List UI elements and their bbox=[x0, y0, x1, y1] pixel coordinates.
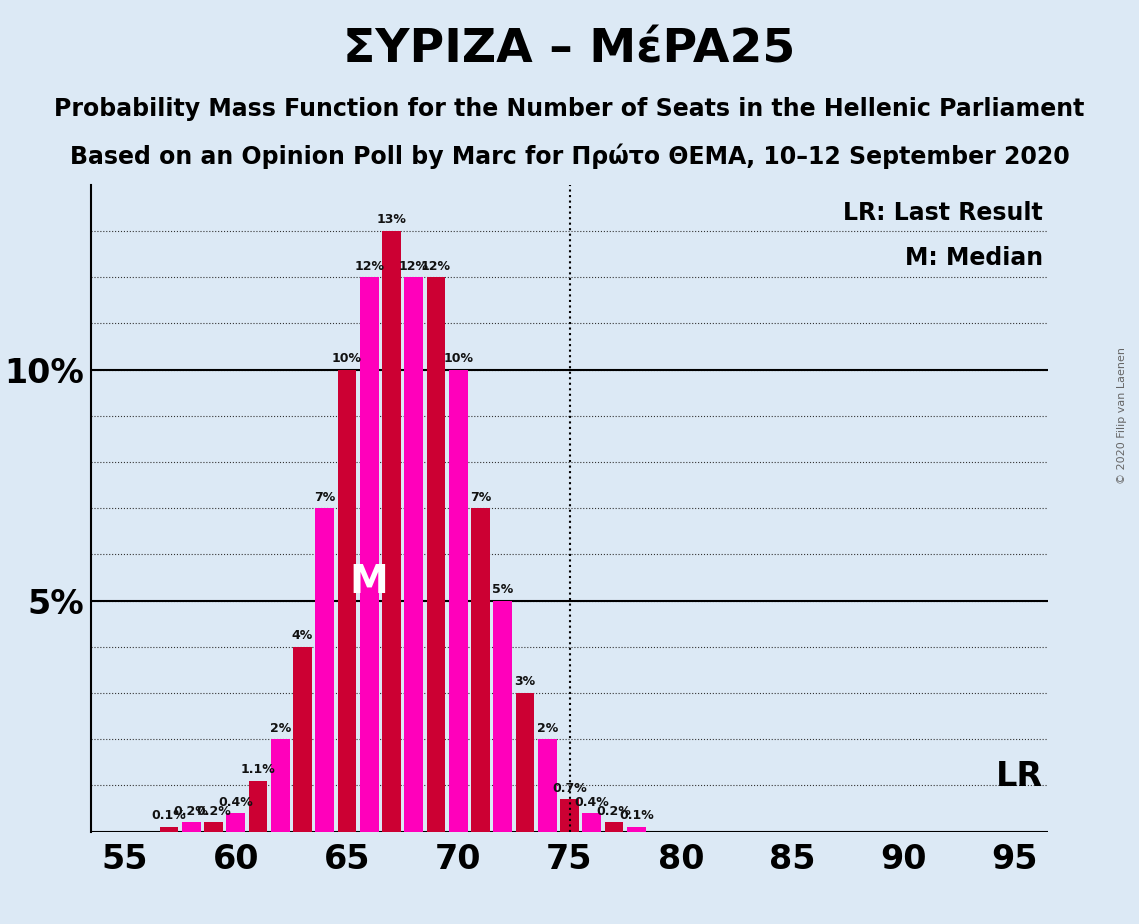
Text: M: Median: M: Median bbox=[906, 246, 1043, 270]
Text: 0.1%: 0.1% bbox=[151, 809, 187, 822]
Bar bbox=[426, 277, 445, 832]
Bar bbox=[472, 508, 490, 832]
Text: 0.2%: 0.2% bbox=[174, 805, 208, 818]
Text: © 2020 Filip van Laenen: © 2020 Filip van Laenen bbox=[1117, 347, 1126, 484]
Text: 12%: 12% bbox=[354, 260, 384, 273]
Text: 2%: 2% bbox=[536, 722, 558, 735]
Text: LR: LR bbox=[995, 760, 1043, 793]
Text: 0.1%: 0.1% bbox=[618, 809, 654, 822]
Bar bbox=[360, 277, 378, 832]
Text: 7%: 7% bbox=[314, 491, 335, 504]
Bar bbox=[605, 822, 623, 832]
Bar bbox=[493, 601, 513, 832]
Text: 2%: 2% bbox=[270, 722, 290, 735]
Text: 0.7%: 0.7% bbox=[552, 782, 587, 795]
Text: 0.2%: 0.2% bbox=[196, 805, 231, 818]
Bar bbox=[337, 370, 357, 832]
Bar bbox=[516, 693, 534, 832]
Bar bbox=[248, 781, 268, 832]
Bar bbox=[560, 799, 579, 832]
Bar bbox=[538, 739, 557, 832]
Bar bbox=[204, 822, 223, 832]
Text: 10%: 10% bbox=[443, 352, 473, 365]
Text: 0.4%: 0.4% bbox=[219, 796, 253, 808]
Bar bbox=[626, 827, 646, 832]
Bar bbox=[182, 822, 200, 832]
Text: 13%: 13% bbox=[377, 213, 407, 226]
Text: 0.4%: 0.4% bbox=[574, 796, 609, 808]
Text: M: M bbox=[350, 563, 388, 602]
Bar bbox=[404, 277, 424, 832]
Text: Based on an Opinion Poll by Marc for Πρώτο ΘΕΜΑ, 10–12 September 2020: Based on an Opinion Poll by Marc for Πρώ… bbox=[69, 143, 1070, 169]
Bar bbox=[293, 647, 312, 832]
Text: ΣΥΡΙΖΑ – ΜέPA25: ΣΥΡΙΖΑ – ΜέPA25 bbox=[343, 28, 796, 73]
Text: 0.2%: 0.2% bbox=[597, 805, 631, 818]
Bar bbox=[449, 370, 468, 832]
Text: 12%: 12% bbox=[399, 260, 428, 273]
Text: 7%: 7% bbox=[470, 491, 491, 504]
Bar bbox=[582, 813, 601, 832]
Text: 3%: 3% bbox=[515, 675, 535, 688]
Text: LR: Last Result: LR: Last Result bbox=[843, 201, 1043, 225]
Bar bbox=[227, 813, 245, 832]
Bar bbox=[316, 508, 334, 832]
Bar bbox=[159, 827, 179, 832]
Bar bbox=[271, 739, 289, 832]
Text: 10%: 10% bbox=[331, 352, 362, 365]
Text: 5%: 5% bbox=[492, 583, 514, 596]
Text: 1.1%: 1.1% bbox=[240, 763, 276, 776]
Bar bbox=[382, 231, 401, 832]
Text: Probability Mass Function for the Number of Seats in the Hellenic Parliament: Probability Mass Function for the Number… bbox=[55, 97, 1084, 121]
Text: 12%: 12% bbox=[421, 260, 451, 273]
Text: 4%: 4% bbox=[292, 629, 313, 642]
